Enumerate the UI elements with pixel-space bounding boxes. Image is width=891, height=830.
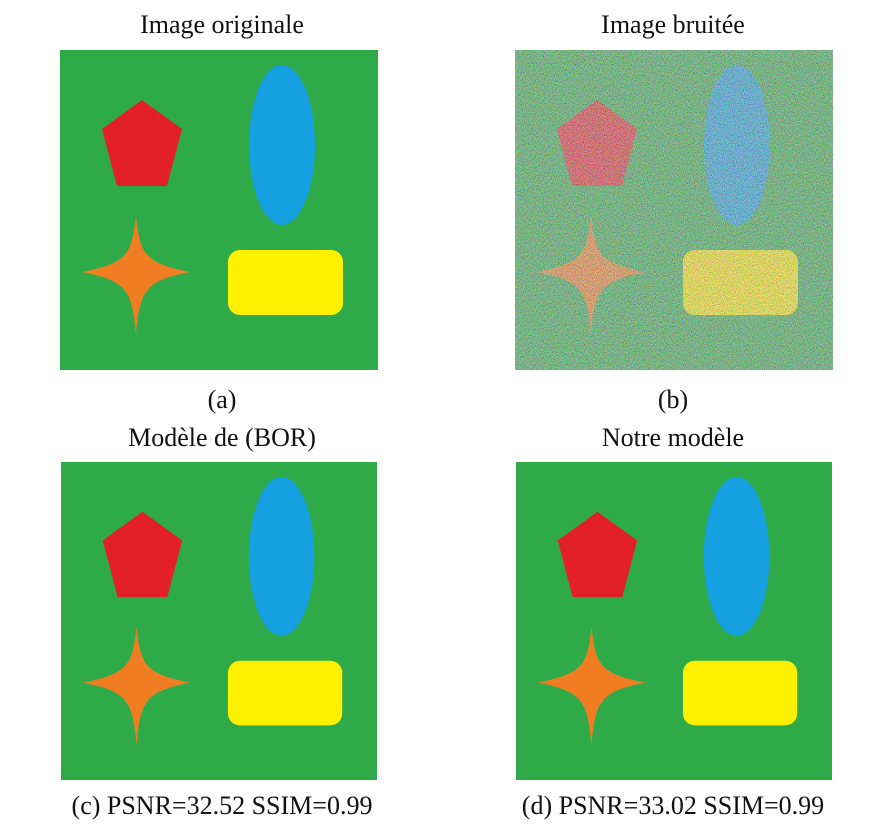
panel-caption: (a) [208, 385, 237, 414]
page: Image originale (a) Image bruitée (b) Mo… [0, 0, 891, 830]
image-ours [516, 462, 832, 780]
image-original [60, 50, 378, 370]
panel-caption: (d) PSNR=33.02 SSIM=0.99 [522, 791, 824, 820]
noise-overlay [515, 50, 833, 370]
panel-caption: (c) PSNR=32.52 SSIM=0.99 [72, 791, 373, 820]
figure: Image originale (a) Image bruitée (b) Mo… [0, 0, 891, 830]
panel-title: Image originale [140, 10, 304, 39]
panel-caption: (b) [658, 385, 688, 414]
panel-title: Modèle de (BOR) [128, 423, 316, 452]
image-bor [61, 462, 377, 780]
panel-title: Image bruitée [601, 10, 745, 39]
panel-title: Notre modèle [602, 423, 744, 452]
